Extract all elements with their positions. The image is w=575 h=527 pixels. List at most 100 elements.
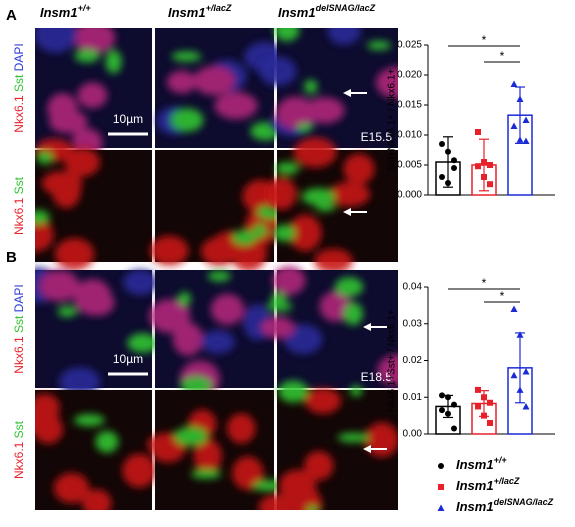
nucleus xyxy=(327,28,361,45)
micrograph xyxy=(259,265,398,388)
micrograph xyxy=(149,270,274,398)
y-tick-label: 0.000 xyxy=(397,190,422,201)
data-point xyxy=(439,392,445,399)
scale-bar-label: 10µm xyxy=(113,112,143,126)
nucleus xyxy=(377,354,398,386)
data-point xyxy=(451,165,457,171)
sst-signal xyxy=(301,188,336,206)
sst-signal xyxy=(274,28,300,42)
data-point xyxy=(481,174,487,180)
nucleus xyxy=(210,293,245,325)
y-tick-label: 0.025 xyxy=(397,40,422,51)
nucleus xyxy=(82,489,112,510)
micrograph xyxy=(258,380,398,510)
nucleus xyxy=(123,269,158,296)
sst-signal xyxy=(177,291,192,306)
nucleus xyxy=(35,217,54,252)
sst-signal xyxy=(334,277,364,297)
nucleus xyxy=(59,367,101,396)
gene: Insm1 xyxy=(40,5,78,20)
nucleus xyxy=(53,472,90,504)
significance-label: * xyxy=(482,276,487,290)
nucleus xyxy=(54,238,95,271)
nucleus xyxy=(73,28,116,54)
nucleus xyxy=(193,66,235,96)
data-point xyxy=(445,410,451,417)
nucleus xyxy=(51,172,81,209)
row-label-word: Sst xyxy=(12,315,26,333)
micrograph xyxy=(35,28,152,158)
legend-marker xyxy=(438,484,444,490)
nucleus xyxy=(290,487,323,510)
data-point xyxy=(522,116,530,123)
cells xyxy=(35,393,157,510)
data-point xyxy=(522,137,530,144)
nucleus xyxy=(227,413,256,444)
data-point xyxy=(487,162,493,168)
row-label: Nkx6.1 Sst DAPI xyxy=(12,43,26,132)
sst-signal xyxy=(253,223,267,238)
arrow-head xyxy=(363,445,371,453)
micrographs xyxy=(35,28,398,510)
data-point xyxy=(487,181,493,188)
sst-signal xyxy=(337,432,370,443)
y-tick-label: 0.03 xyxy=(403,318,423,329)
sst-signal xyxy=(127,333,159,353)
data-point xyxy=(481,394,487,401)
micrograph xyxy=(150,150,285,272)
sst-signal xyxy=(190,469,222,479)
legend-label: Insm1+/+ xyxy=(456,455,507,472)
column-header: Insm1delSNAG/lacZ xyxy=(278,3,376,20)
nucleus xyxy=(172,322,203,356)
nucleus xyxy=(73,279,112,316)
data-point xyxy=(445,148,451,155)
sst-signal xyxy=(36,151,53,165)
nucleus xyxy=(288,214,322,252)
genotype: delSNAG/lacZ xyxy=(494,497,554,507)
cells xyxy=(258,380,398,510)
cells xyxy=(147,409,288,492)
data-point xyxy=(475,386,481,393)
nucleus xyxy=(304,451,334,481)
sst-signal xyxy=(74,49,100,63)
nucleus xyxy=(35,393,60,421)
sst-signal xyxy=(171,51,202,62)
nucleus xyxy=(193,438,222,474)
data-point xyxy=(451,425,457,432)
data-point xyxy=(510,371,518,379)
sst-signal xyxy=(275,162,300,175)
arrow-head xyxy=(343,208,351,216)
nucleus xyxy=(150,235,189,266)
y-tick-label: 0.02 xyxy=(403,355,423,366)
y-tick-label: 0.015 xyxy=(397,100,422,111)
nucleus xyxy=(77,82,108,109)
data-point xyxy=(475,163,481,170)
sst-signal xyxy=(105,49,122,74)
data-point xyxy=(487,419,493,426)
nucleus xyxy=(304,387,342,414)
sst-signal xyxy=(35,210,50,225)
nucleus xyxy=(293,137,337,168)
scale-bar-label: 10µm xyxy=(113,352,143,366)
arrow-head xyxy=(343,89,351,97)
cells xyxy=(149,270,273,398)
gene: Insm1 xyxy=(168,5,206,20)
sst-signal xyxy=(57,306,78,317)
nucleus xyxy=(258,494,297,510)
sst-signal xyxy=(367,41,391,50)
sst-signal xyxy=(265,302,293,312)
nucleus xyxy=(200,330,235,354)
sst-signal xyxy=(306,505,319,510)
panel-letter: B xyxy=(6,249,17,266)
sst-signal xyxy=(207,270,231,282)
row-label-word: Sst xyxy=(12,176,26,194)
row-label-word: Sst xyxy=(12,420,26,438)
data-point xyxy=(439,141,445,147)
legend-marker xyxy=(437,504,445,511)
cells xyxy=(265,137,375,274)
stage-label: E15.5 xyxy=(361,130,393,144)
cells xyxy=(156,41,287,141)
column-header: Insm1+/lacZ xyxy=(168,3,232,20)
legend-marker xyxy=(438,463,444,469)
data-point xyxy=(451,157,457,164)
